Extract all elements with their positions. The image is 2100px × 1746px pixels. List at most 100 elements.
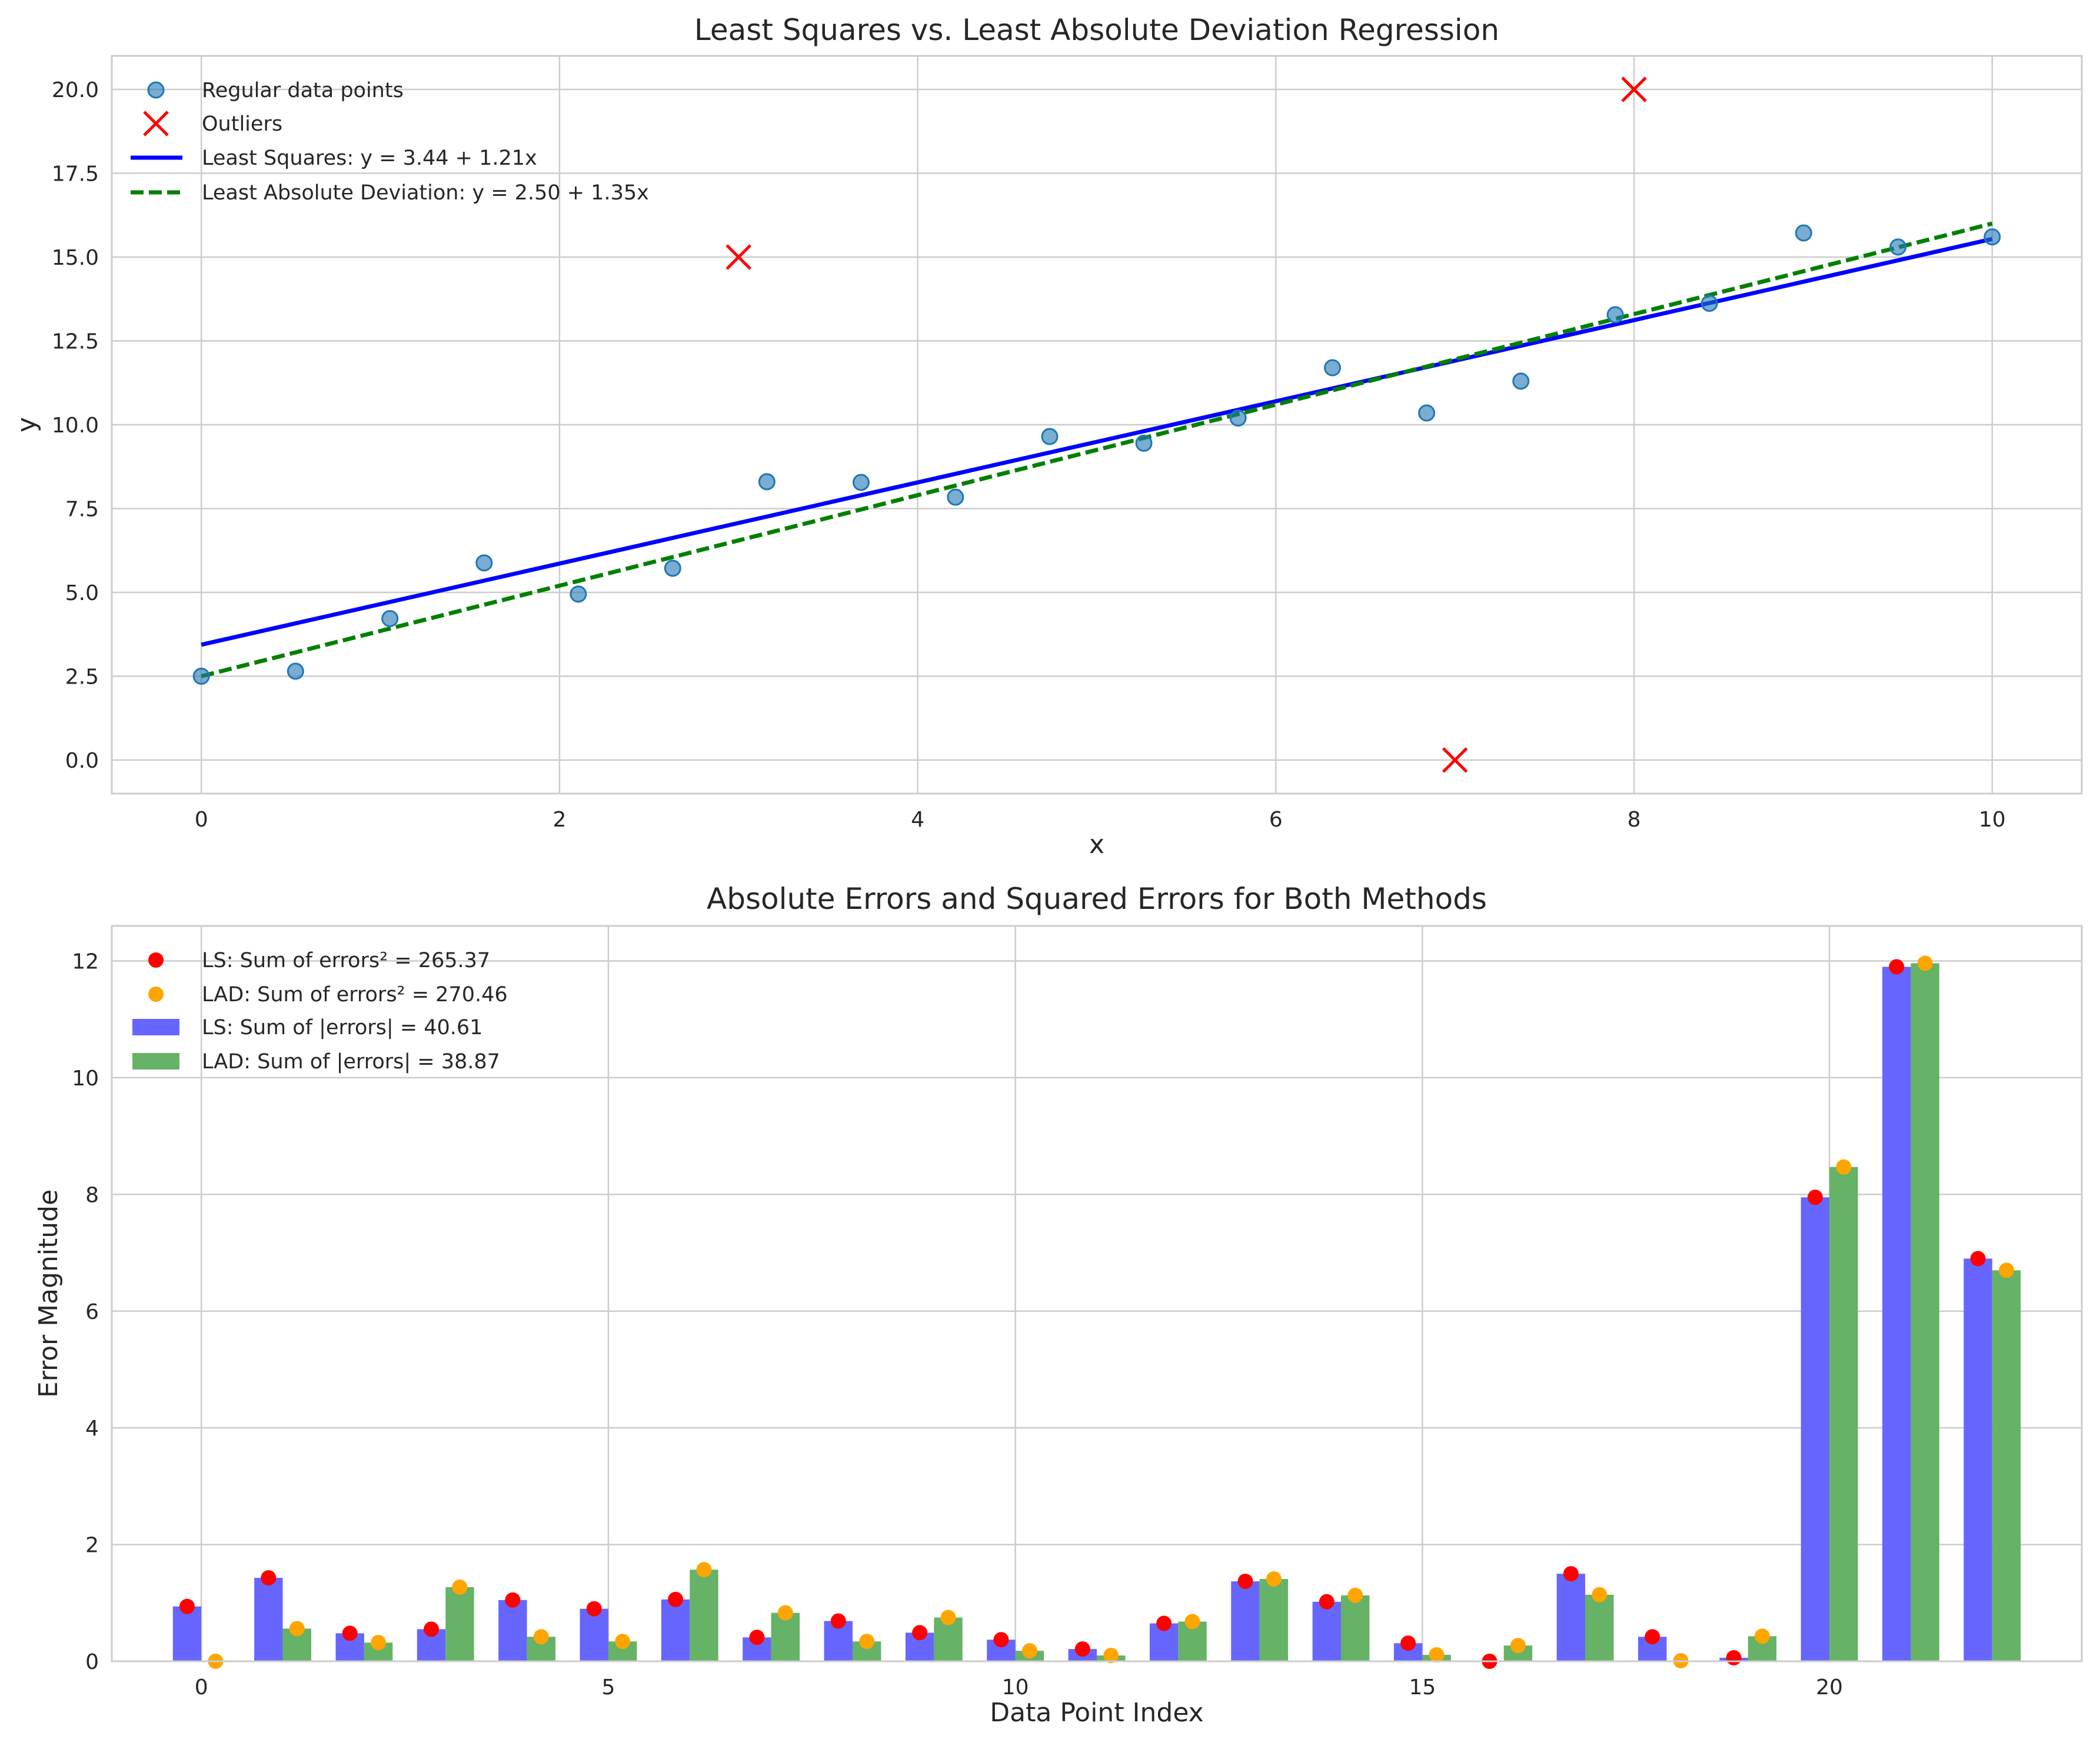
ls-squared-error-point xyxy=(1645,1629,1660,1645)
ls-squared-error-point xyxy=(1807,1189,1823,1205)
lad-squared-error-point xyxy=(1836,1159,1852,1175)
regression-x-tick-label: 6 xyxy=(1269,808,1283,832)
lad-squared-error-point xyxy=(1103,1648,1119,1664)
ls-squared-error-point xyxy=(1889,959,1905,975)
ls-squared-error-point xyxy=(586,1601,602,1617)
lad-abs-error-bar xyxy=(1259,1579,1289,1661)
ls-abs-error-bar xyxy=(1312,1601,1342,1661)
lad-squared-error-point xyxy=(289,1621,305,1637)
errors-legend: LS: Sum of errors² = 265.37 LAD: Sum of … xyxy=(132,949,508,1074)
regression-y-tick-label: 10.0 xyxy=(52,414,99,438)
regular-data-point xyxy=(947,488,964,506)
regression-y-tick-label: 12.5 xyxy=(52,330,99,354)
regression-plot-frame xyxy=(111,55,2083,795)
ls-squared-error-point xyxy=(830,1613,846,1629)
regression-x-tick-label: 8 xyxy=(1628,808,1641,832)
regular-data-point xyxy=(287,662,304,680)
ls-squared-error-point xyxy=(1237,1574,1253,1590)
ls-abs-error-bar xyxy=(172,1606,202,1661)
errors-y-tick-label: 10 xyxy=(72,1067,99,1091)
errors-y-tick-label: 8 xyxy=(85,1183,99,1207)
regression-x-tick-label: 2 xyxy=(553,808,566,832)
regression-y-tick-label: 0.0 xyxy=(65,749,99,773)
errors-x-tick-label: 15 xyxy=(1409,1675,1436,1700)
regular-data-point xyxy=(1418,404,1436,422)
regression-x-tick-label: 4 xyxy=(911,808,924,832)
errors-chart: Absolute Errors and Squared Errors for B… xyxy=(34,882,2083,1728)
errors-y-tick-label: 12 xyxy=(72,950,99,974)
lad-squared-error-point xyxy=(1754,1628,1770,1644)
regression-chart-title: Least Squares vs. Least Absolute Deviati… xyxy=(694,13,1499,47)
lad-line xyxy=(201,221,1993,678)
regular-data-point xyxy=(1606,306,1624,324)
regression-lines xyxy=(201,221,1993,678)
lad-abs-error-bar xyxy=(771,1612,800,1661)
ls-squared-error-point xyxy=(1726,1650,1742,1666)
errors-chart-title: Absolute Errors and Squared Errors for B… xyxy=(707,882,1487,916)
ls-abs-error-bar xyxy=(254,1578,283,1661)
regular-data-point xyxy=(1229,409,1247,427)
lad-abs-error-bar xyxy=(1911,963,1939,1661)
ls-squared-error-point xyxy=(424,1621,440,1637)
legend-marker-lad-squared xyxy=(148,987,164,1002)
lad-abs-error-bar xyxy=(1829,1167,1858,1661)
regular-data-point xyxy=(1135,434,1153,452)
ls-squared-error-point xyxy=(261,1570,277,1586)
legend-marker-outliers xyxy=(143,111,169,136)
ls-squared-error-point xyxy=(505,1592,521,1608)
outlier-point xyxy=(1621,76,1647,102)
ls-abs-error-bar xyxy=(1801,1197,1830,1661)
ls-squared-error-point xyxy=(1400,1635,1416,1651)
lad-squared-error-point xyxy=(1592,1587,1608,1602)
ls-abs-error-bar xyxy=(1556,1574,1586,1661)
regression-legend: Regular data points Outliers Least Squar… xyxy=(131,79,649,205)
legend-label-outliers: Outliers xyxy=(202,112,282,136)
errors-y-tick-label: 2 xyxy=(85,1534,99,1558)
ls-abs-error-bar xyxy=(1231,1581,1260,1661)
lad-squared-error-point xyxy=(1429,1647,1445,1663)
legend-label-lad: Least Absolute Deviation: y = 2.50 + 1.3… xyxy=(202,181,649,205)
errors-x-tick-label: 0 xyxy=(195,1675,208,1700)
regular-data-point xyxy=(475,554,493,572)
ls-squared-error-point xyxy=(342,1625,358,1641)
least-squares-line xyxy=(201,236,1993,647)
lad-abs-error-bar xyxy=(690,1570,718,1661)
regular-data-point xyxy=(664,559,681,577)
regression-chart: Least Squares vs. Least Absolute Deviati… xyxy=(12,13,2083,859)
ls-squared-error-point xyxy=(749,1630,765,1645)
errors-plot-frame xyxy=(111,925,2083,1662)
errors-x-tick-label: 20 xyxy=(1816,1675,1843,1700)
legend-label-lad-abs: LAD: Sum of |errors| = 38.87 xyxy=(202,1050,500,1074)
lad-abs-error-bar xyxy=(1992,1270,2021,1661)
legend-label-ls-squared: LS: Sum of errors² = 265.37 xyxy=(202,949,490,972)
regression-x-ticks: 0 2 4 6 8 10 xyxy=(195,808,2006,832)
errors-x-tick-label: 5 xyxy=(601,1675,615,1700)
ls-abs-error-bar xyxy=(580,1608,608,1661)
ls-squared-error-point xyxy=(1563,1566,1579,1582)
ls-squared-error-point xyxy=(912,1625,928,1641)
errors-x-tick-label: 10 xyxy=(1002,1675,1029,1700)
regular-data-point xyxy=(192,668,210,685)
errors-y-axis-label: Error Magnitude xyxy=(34,1189,64,1398)
ls-squared-error-point xyxy=(1074,1641,1090,1657)
regular-data-point xyxy=(1795,224,1812,242)
ls-squared-error-point xyxy=(1970,1251,1986,1267)
ls-squared-error-point xyxy=(668,1591,684,1607)
lad-squared-error-point xyxy=(777,1605,793,1621)
regression-x-axis-label: x xyxy=(1089,829,1104,859)
legend-label-ls-abs: LS: Sum of |errors| = 40.61 xyxy=(202,1016,482,1039)
ls-squared-error-point xyxy=(179,1598,195,1614)
lad-squared-error-point xyxy=(615,1634,631,1650)
ls-abs-error-bar xyxy=(1882,967,1911,1661)
regression-x-tick-label: 10 xyxy=(1979,808,2006,832)
regression-y-tick-label: 15.0 xyxy=(52,246,99,270)
regression-y-tick-label: 2.5 xyxy=(65,665,99,689)
ls-squared-error-point xyxy=(1156,1615,1172,1631)
errors-y-ticks: 0 2 4 6 8 10 12 xyxy=(72,950,99,1674)
legend-swatch-lad-abs xyxy=(132,1053,179,1069)
legend-label-regular-points: Regular data points xyxy=(202,79,404,102)
lad-squared-error-point xyxy=(859,1634,875,1650)
regression-x-tick-label: 0 xyxy=(195,808,208,832)
